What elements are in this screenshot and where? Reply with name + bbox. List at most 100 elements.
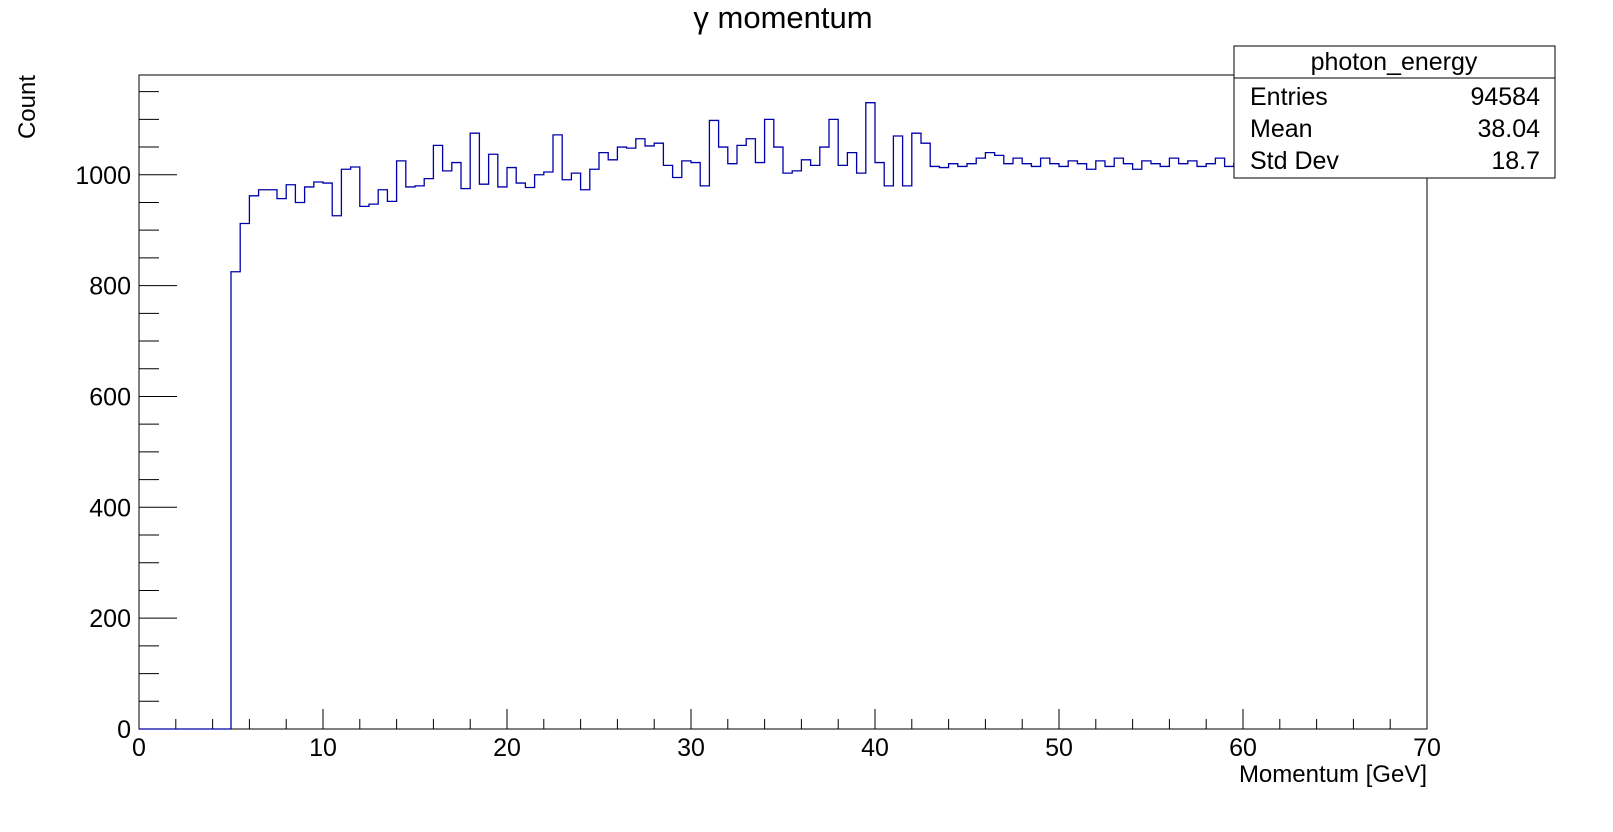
histogram-bin	[1077, 164, 1086, 729]
y-tick-label: 400	[89, 494, 131, 522]
histogram-bin	[1068, 161, 1077, 729]
histogram-bin	[774, 147, 783, 729]
chart-title: γ momentum	[693, 0, 872, 35]
histogram-bin	[792, 171, 801, 729]
x-tick-label: 40	[861, 734, 889, 762]
histogram-bin	[332, 216, 341, 729]
histogram-bin	[875, 163, 884, 729]
histogram-bin	[682, 161, 691, 729]
histogram-series	[139, 102, 1427, 730]
histogram-bin	[1133, 169, 1142, 729]
stats-mean-value: 38.04	[1477, 115, 1540, 143]
histogram-bin	[323, 183, 332, 729]
histogram-bin	[433, 145, 442, 729]
histogram-bin	[1105, 166, 1114, 729]
histogram-bin	[755, 163, 764, 729]
histogram-bin	[470, 133, 479, 729]
histogram-bin	[627, 148, 636, 729]
y-axis: 0 200 400 600 800 1000	[75, 91, 177, 744]
stats-stddev-label: Std Dev	[1250, 147, 1339, 175]
histogram-bin	[553, 135, 562, 729]
histogram-bin	[268, 190, 277, 729]
stats-box: photon_energy Entries 94584 Mean 38.04 S…	[1233, 45, 1556, 179]
histogram-bin	[1142, 161, 1151, 729]
histogram-bin	[912, 133, 921, 729]
x-tick-label: 50	[1045, 734, 1073, 762]
histogram-bin	[1188, 161, 1197, 729]
histogram-bin	[1307, 164, 1316, 729]
histogram-bin	[645, 146, 654, 729]
y-axis-label: Count	[14, 75, 41, 139]
y-tick-label: 200	[89, 605, 131, 633]
histogram-bin	[1179, 164, 1188, 729]
x-tick-label: 0	[132, 734, 146, 762]
y-tick-label: 600	[89, 383, 131, 411]
x-tick-label: 30	[677, 734, 705, 762]
histogram-bin	[1363, 164, 1372, 729]
stats-stddev-value: 18.7	[1491, 147, 1540, 175]
histogram-bin	[277, 199, 286, 729]
histogram-bin	[1031, 166, 1040, 729]
histogram-bin	[1234, 164, 1243, 729]
histogram-bin	[1206, 164, 1215, 729]
y-tick-label: 800	[89, 273, 131, 301]
histogram-bin	[369, 204, 378, 729]
histogram-bin	[1344, 161, 1353, 729]
histogram-bin	[1197, 166, 1206, 729]
histogram-bin	[562, 180, 571, 729]
histogram-bin	[489, 154, 498, 729]
histogram-bin	[801, 160, 810, 729]
histogram-bin	[1243, 161, 1252, 729]
histogram-bin	[1004, 164, 1013, 729]
histogram-bin	[535, 175, 544, 729]
histogram-bin	[1261, 169, 1270, 729]
histogram-bin	[1169, 158, 1178, 729]
histogram-bin	[1381, 164, 1390, 729]
histogram-bin	[976, 158, 985, 729]
histogram-bin	[1271, 158, 1280, 729]
x-axis-label: Momentum [GeV]	[1239, 761, 1427, 788]
y-tick-label: 0	[117, 716, 131, 744]
histogram-bin	[673, 178, 682, 729]
x-tick-label: 60	[1229, 734, 1257, 762]
histogram-bin	[1087, 169, 1096, 729]
histogram-bin	[424, 179, 433, 729]
histogram-bin	[1280, 164, 1289, 729]
histogram-bin	[1252, 164, 1261, 729]
histogram-bin	[608, 160, 617, 729]
histogram-bin	[1041, 158, 1050, 729]
histogram-bin	[1151, 164, 1160, 729]
histogram-bin	[838, 165, 847, 729]
histogram-bin	[590, 169, 599, 729]
histogram-bin	[765, 119, 774, 729]
stats-box-title: photon_energy	[1311, 48, 1478, 76]
histogram-bin	[1225, 166, 1234, 729]
histogram-bin	[746, 139, 755, 729]
x-tick-label: 20	[493, 734, 521, 762]
histogram-bin	[443, 171, 452, 729]
stats-entries-label: Entries	[1250, 83, 1328, 111]
histogram-bin	[1050, 164, 1059, 729]
histogram-bin	[829, 119, 838, 729]
y-tick-label: 1000	[75, 162, 131, 190]
histogram-bin	[1317, 158, 1326, 729]
histogram-bin	[783, 173, 792, 729]
histogram-bin	[341, 169, 350, 729]
histogram-bin	[654, 143, 663, 729]
histogram-bin	[525, 188, 534, 729]
histogram-bin	[295, 202, 304, 729]
histogram-bin	[231, 272, 240, 729]
histogram-bin	[1409, 164, 1418, 729]
histogram-bin	[240, 224, 249, 729]
histogram-bin	[811, 165, 820, 729]
stats-mean-label: Mean	[1250, 115, 1313, 143]
histogram-bin	[995, 155, 1004, 729]
histogram-bin	[921, 143, 930, 729]
histogram-bin	[452, 163, 461, 729]
histogram-bin	[461, 189, 470, 729]
histogram-bin	[1298, 161, 1307, 729]
histogram-bin	[1418, 158, 1427, 729]
histogram-bin	[985, 153, 994, 729]
histogram-bin	[415, 186, 424, 729]
